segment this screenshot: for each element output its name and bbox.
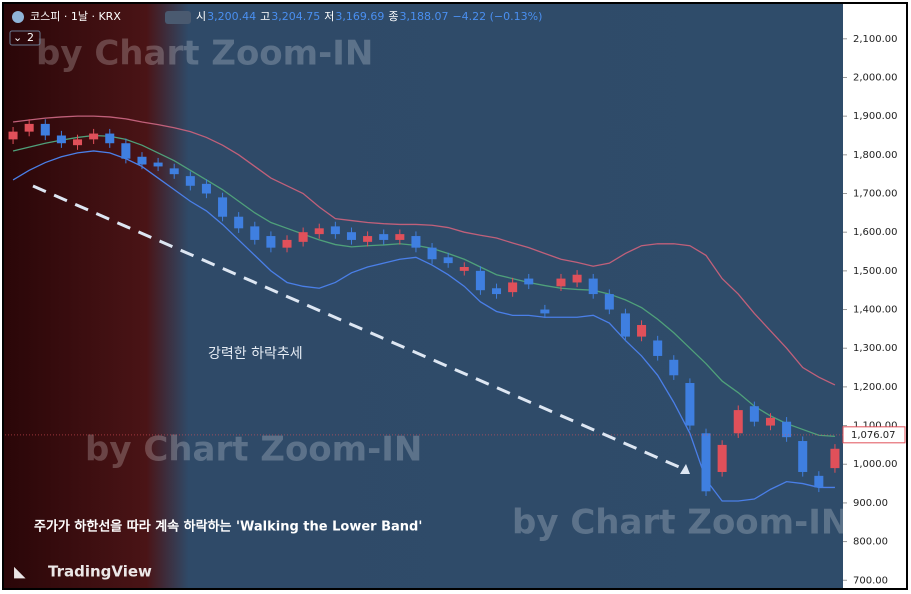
y-tick-label: 2,000.00	[853, 72, 898, 83]
y-tick-label: 800.00	[853, 537, 888, 548]
indicator-box[interactable]	[9, 30, 41, 46]
ohlc-value: 3,200.44	[207, 10, 256, 23]
candle-body	[782, 421, 792, 438]
candle-body	[330, 226, 340, 235]
caption: 주가가 하한선을 따라 계속 하락하는 'Walking the Lower B…	[34, 519, 422, 535]
y-tick-label: 1,300.00	[853, 343, 898, 354]
candle-body	[298, 232, 308, 242]
watermark: by Chart Zoom-IN	[512, 503, 849, 543]
watermark: by Chart Zoom-IN	[36, 34, 373, 74]
candle-body	[250, 226, 260, 240]
watermark: by Chart Zoom-IN	[85, 430, 422, 470]
y-tick-label: 1,000.00	[853, 459, 898, 470]
symbol-icon	[12, 11, 24, 23]
trend-arrow	[32, 184, 687, 472]
candle-body	[830, 448, 840, 469]
candle-body	[508, 282, 518, 293]
candle-body	[588, 278, 598, 295]
candle-body	[798, 441, 808, 472]
brand-icon: ◣	[14, 563, 26, 581]
candle-body	[121, 143, 131, 159]
ohlc-value: 3,188.07	[399, 10, 448, 23]
candle-body	[105, 133, 115, 144]
candle-body	[604, 294, 614, 310]
y-tick-label: 1,800.00	[853, 150, 898, 161]
candle-body	[459, 266, 469, 271]
bollinger-band	[12, 134, 835, 438]
annotation: 강력한 하락추세	[208, 346, 303, 362]
y-tick-label: 1,600.00	[853, 227, 898, 238]
candle-body	[717, 444, 727, 472]
y-tick-label: 1,400.00	[853, 305, 898, 316]
candle-body	[218, 197, 228, 217]
candle-body	[556, 278, 566, 287]
candle-body	[282, 239, 292, 248]
candle-body	[475, 270, 485, 291]
ohlc-key: 종	[388, 10, 398, 23]
candle-body	[701, 433, 711, 492]
toggle[interactable]	[165, 11, 191, 24]
ohlc-value: 3,169.69	[335, 10, 384, 23]
candle-body	[185, 176, 195, 186]
brand: TradingView	[48, 563, 152, 581]
symbol: 코스피 · 1날 · KRX	[30, 10, 121, 23]
y-tick-label: 1,100.00	[853, 421, 898, 432]
candle-body	[346, 232, 356, 240]
candle-body	[637, 325, 647, 337]
candle-body	[379, 234, 389, 240]
ohlc-key: 시	[196, 10, 206, 23]
candle-body	[363, 236, 373, 242]
candle-body	[89, 133, 99, 140]
candle-body	[765, 417, 775, 426]
candle-body	[137, 156, 147, 165]
ohlc-key: 저	[324, 10, 334, 23]
candle-body	[24, 123, 34, 132]
indicator-toggle: ⌄	[13, 31, 22, 44]
candle-body	[427, 247, 437, 260]
y-tick-label: 700.00	[853, 575, 888, 586]
indicator-count: 2	[27, 31, 34, 44]
bollinger-band	[12, 150, 835, 502]
candle-body	[733, 410, 743, 434]
ohlc-key: 고	[260, 10, 270, 23]
y-tick-label: 2,100.00	[853, 34, 898, 45]
candle-body	[443, 257, 453, 264]
candle-body	[56, 135, 66, 144]
candle-body	[492, 288, 502, 295]
plot-area	[4, 4, 843, 588]
candle-body	[620, 313, 630, 337]
candle-body	[572, 274, 582, 283]
candle-body	[524, 278, 534, 285]
arrow-head	[680, 464, 690, 474]
y-tick-label: 1,200.00	[853, 382, 898, 393]
candle-body	[8, 131, 18, 140]
candle-body	[540, 309, 550, 314]
candle-body	[395, 234, 405, 240]
last-price-label: 1,076.07	[851, 430, 896, 441]
candle-body	[73, 139, 83, 146]
change: −4.22 (−0.13%)	[452, 10, 542, 23]
y-tick-label: 1,500.00	[853, 266, 898, 277]
candle-body	[153, 162, 163, 167]
y-tick-label: 1,900.00	[853, 111, 898, 122]
y-tick-label: 1,700.00	[853, 189, 898, 200]
candle-body	[749, 406, 759, 422]
candle-body	[314, 228, 324, 235]
candle-body	[234, 216, 244, 229]
candle-body	[411, 236, 421, 248]
candle-body	[266, 236, 276, 248]
candle-body	[201, 183, 211, 194]
bollinger-band	[12, 115, 836, 386]
candle-body	[40, 123, 50, 136]
candle-body	[169, 168, 179, 175]
candle-body	[814, 475, 824, 488]
candle-body	[685, 383, 695, 426]
ohlc-value: 3,204.75	[271, 10, 320, 23]
candle-body	[653, 340, 663, 356]
candle-body	[669, 359, 679, 376]
y-tick-label: 900.00	[853, 498, 888, 509]
